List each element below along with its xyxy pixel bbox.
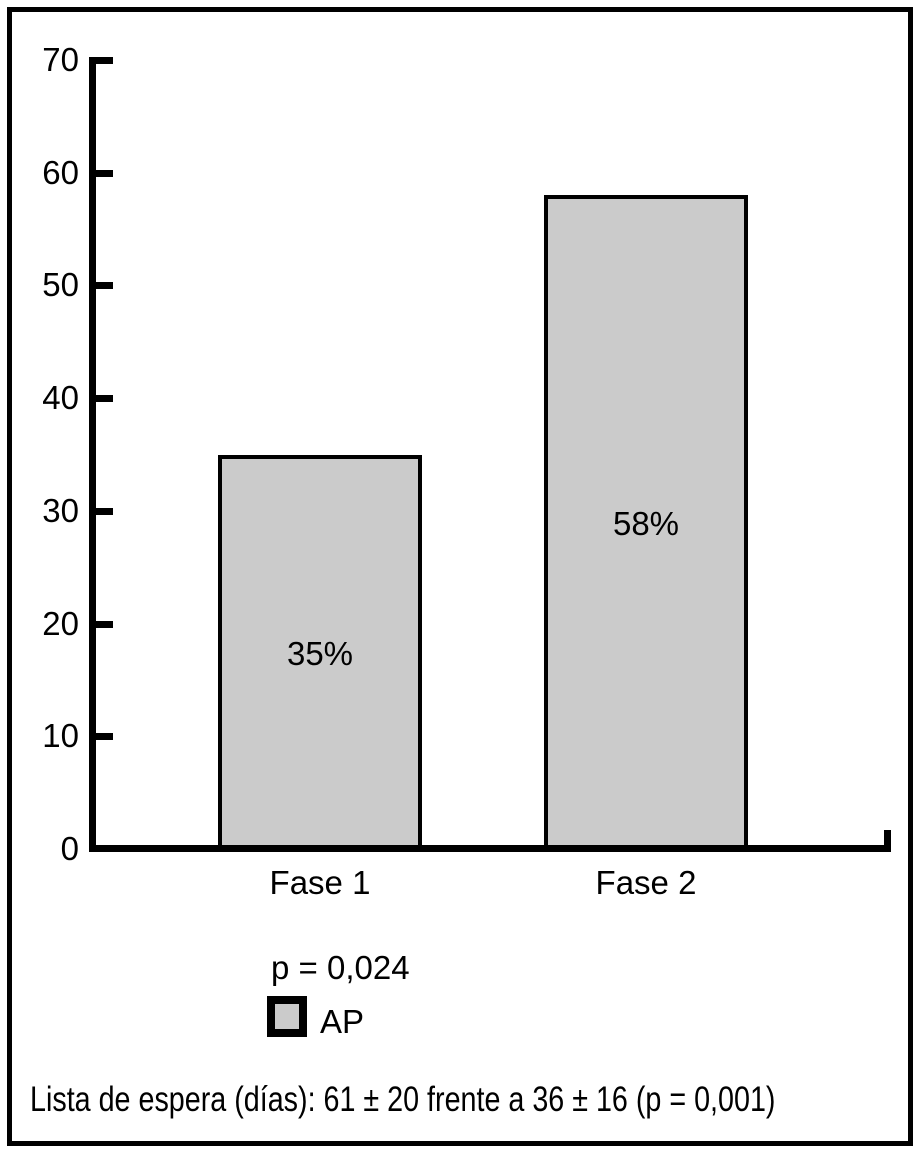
legend-swatch — [267, 996, 307, 1037]
bar-value-label: 58% — [612, 505, 680, 542]
x-axis-category-label: Fase 1 — [269, 864, 371, 901]
y-axis-tick — [89, 395, 113, 402]
legend-series-label: AP — [320, 1003, 365, 1040]
y-axis-tick-label: 40 — [42, 379, 79, 416]
bar-chart: 0 10 20 30 40 50 60 70 35% 58% Fase 1 Fase 2 — [42, 41, 891, 901]
y-axis-tick-label: 50 — [42, 266, 79, 303]
y-axis-tick — [89, 508, 113, 515]
y-axis-tick-label: 60 — [42, 154, 79, 191]
y-axis-tick — [89, 170, 113, 177]
y-axis-tick-label: 30 — [42, 492, 79, 529]
x-axis-line — [89, 845, 891, 852]
y-axis-tick — [89, 282, 113, 289]
y-axis-tick-label: 10 — [42, 717, 79, 754]
y-axis-tick-label: 20 — [42, 605, 79, 642]
footnote: Lista de espera (días): 61 ± 20 frente a… — [30, 1080, 776, 1119]
figure-border — [7, 7, 913, 1146]
y-axis-tick — [89, 57, 113, 64]
y-axis-tick — [89, 621, 113, 628]
y-axis-line — [89, 57, 96, 852]
x-axis-category-label: Fase 2 — [595, 864, 697, 901]
y-axis-tick — [89, 733, 113, 740]
y-axis-tick-label: 0 — [60, 830, 79, 867]
p-value-label: p = 0,024 — [271, 949, 410, 986]
x-axis-end-tick — [884, 830, 891, 852]
y-axis-tick-label: 70 — [42, 41, 79, 78]
bar-value-label: 35% — [286, 635, 354, 672]
